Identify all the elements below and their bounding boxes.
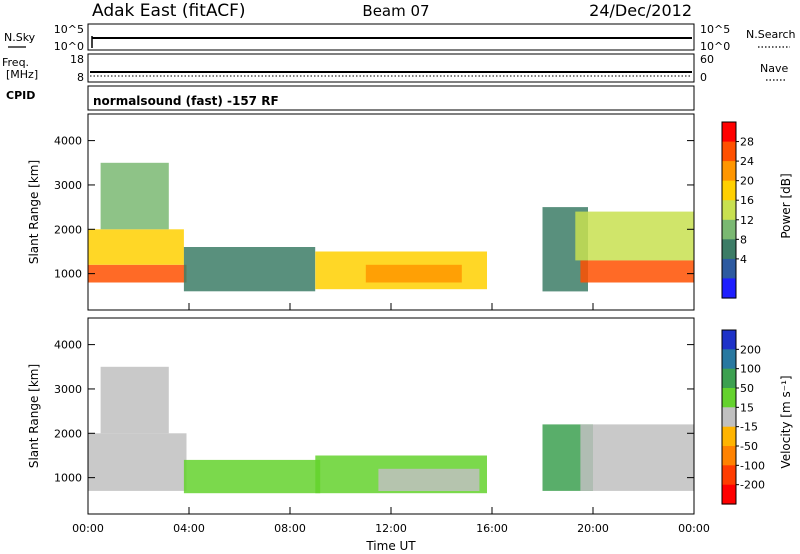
power-region-2 (100, 162, 169, 230)
noise-left-label: N.Sky (4, 31, 36, 44)
cpid-text: normalsound (fast) -157 RF (93, 94, 279, 108)
noise-panel-frame (87, 23, 695, 51)
date-title: 24/Dec/2012 (589, 1, 692, 20)
noise-right-tick-bottom: 10^0 (700, 40, 730, 53)
velocity-colorbar-tick-6: -100 (740, 459, 765, 472)
power-colorbar-tick-1: 24 (740, 155, 754, 168)
velocity-colorbar-segment-1 (722, 349, 736, 370)
velocity-colorbar: 200 100 50 15 -15 -50 -100 -200 (721, 329, 765, 505)
freq-right-label: Nave (760, 62, 788, 75)
power-colorbar-label: Power [dB] (779, 173, 793, 238)
power-colorbar-segment-4 (722, 200, 736, 221)
power-colorbar-tick-5: 8 (740, 233, 747, 246)
velocity-colorbar-segment-8 (722, 484, 736, 505)
velocity-region-2 (183, 459, 321, 494)
freq-right-tick-top: 60 (700, 53, 714, 66)
power-colorbar-segment-7 (722, 258, 736, 280)
freq-left-label-1: Freq. (2, 56, 29, 69)
xtick-label-3: 12:00 (375, 522, 407, 535)
velocity-region-4 (378, 468, 480, 491)
velocity-colorbar-tick-2: 50 (740, 382, 754, 395)
power-y-axis: 4000 3000 2000 1000 (54, 135, 694, 281)
velocity-colorbar-segment-4 (722, 407, 736, 428)
velocity-colorbar-segment-7 (722, 465, 736, 486)
cpid-label: CPID (6, 89, 35, 102)
velocity-heatmap (88, 366, 694, 494)
velocity-ytick-label-2: 2000 (54, 427, 82, 440)
power-colorbar: 28 24 20 16 12 8 4 (721, 121, 754, 299)
power-colorbar-segment-8 (722, 278, 736, 299)
velocity-ytick-label-3: 1000 (54, 472, 82, 485)
power-colorbar-segment-0 (722, 122, 736, 143)
power-colorbar-segment-3 (722, 180, 736, 201)
power-region-1 (88, 229, 184, 265)
velocity-colorbar-segment-5 (722, 426, 736, 447)
beam-title: Beam 07 (362, 2, 429, 20)
power-colorbar-segment-6 (722, 239, 736, 260)
freq-left-label-2: [MHz] (6, 68, 38, 81)
power-colorbar-tick-4: 12 (740, 214, 754, 227)
freq-left-tick-top: 18 (70, 53, 84, 66)
velocity-colorbar-tick-4: -15 (740, 421, 758, 434)
power-ytick-label-0: 4000 (54, 135, 82, 148)
power-colorbar-frame (721, 121, 737, 299)
power-ytick-label-2: 2000 (54, 223, 82, 236)
power-region-3 (183, 247, 316, 292)
time-x-axis: 00:00 04:00 08:00 12:00 16:00 20:00 00:00 (72, 303, 710, 535)
velocity-y-axis: 4000 3000 2000 1000 (54, 339, 694, 485)
xtick-label-5: 20:00 (577, 522, 609, 535)
velocity-colorbar-frame (721, 329, 737, 505)
power-colorbar-segment-5 (722, 219, 736, 240)
velocity-region-0 (88, 433, 187, 491)
power-region-7 (580, 260, 694, 283)
velocity-ylabel: Slant Range [km] (27, 364, 41, 468)
freq-panel-frame (87, 53, 695, 83)
velocity-colorbar-tick-0: 200 (740, 343, 761, 356)
velocity-colorbar-tick-7: -200 (740, 479, 765, 492)
cpid-panel-frame (87, 85, 695, 111)
noise-left-tick-top: 10^5 (54, 23, 84, 36)
velocity-colorbar-tick-3: 15 (740, 401, 754, 414)
power-region-0 (88, 264, 187, 283)
power-region-5 (365, 264, 462, 283)
noise-trace (91, 36, 692, 48)
velocity-colorbar-tick-1: 100 (740, 363, 761, 376)
velocity-ytick-label-1: 3000 (54, 383, 82, 396)
noise-left-tick-bottom: 10^0 (54, 40, 84, 53)
xtick-label-2: 08:00 (274, 522, 306, 535)
power-heatmap (88, 162, 694, 292)
noise-right-label: N.Search (746, 28, 796, 41)
station-title: Adak East (fitACF) (92, 1, 246, 21)
xlabel: Time UT (365, 539, 416, 553)
power-colorbar-tick-3: 16 (740, 194, 754, 207)
velocity-colorbar-label: Velocity [m s⁻¹] (779, 375, 793, 468)
velocity-colorbar-segment-2 (722, 368, 736, 389)
xtick-label-4: 16:00 (476, 522, 508, 535)
noise-right-tick-top: 10^5 (700, 23, 730, 36)
velocity-ytick-label-0: 4000 (54, 339, 82, 352)
power-region-8 (575, 211, 694, 261)
power-colorbar-segment-1 (722, 141, 736, 162)
power-colorbar-tick-6: 4 (740, 253, 747, 266)
xtick-label-6: 00:00 (678, 522, 710, 535)
velocity-colorbar-segment-0 (722, 330, 736, 350)
power-colorbar-segment-2 (722, 161, 736, 182)
power-ylabel: Slant Range [km] (27, 160, 41, 264)
power-ytick-label-1: 3000 (54, 179, 82, 192)
power-colorbar-tick-0: 28 (740, 136, 754, 149)
velocity-colorbar-segment-3 (722, 388, 736, 408)
velocity-region-6 (580, 424, 694, 491)
velocity-colorbar-tick-5: -50 (740, 440, 758, 453)
velocity-region-1 (100, 366, 169, 434)
velocity-colorbar-segment-6 (722, 446, 736, 466)
power-ytick-label-3: 1000 (54, 268, 82, 281)
freq-right-tick-bottom: 0 (700, 71, 707, 84)
freq-left-tick-bottom: 8 (77, 71, 84, 84)
power-colorbar-tick-2: 20 (740, 175, 754, 188)
xtick-label-1: 04:00 (173, 522, 205, 535)
xtick-label-0: 00:00 (72, 522, 104, 535)
